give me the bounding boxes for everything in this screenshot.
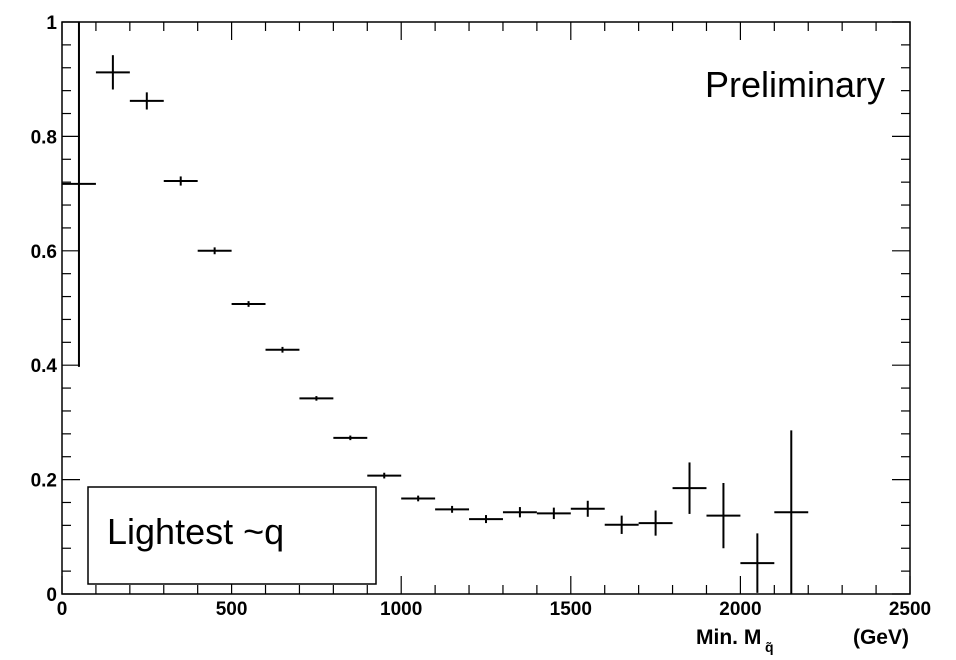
x-tick-label: 1500 bbox=[550, 599, 592, 620]
x-tick-label: 1000 bbox=[380, 599, 422, 620]
x-axis-title-unit: (GeV) bbox=[853, 626, 909, 649]
annotation-box: Lightest ~q bbox=[87, 486, 377, 585]
data-point bbox=[265, 346, 300, 353]
data-point bbox=[197, 247, 232, 255]
y-tick-label: 0.6 bbox=[31, 242, 57, 263]
data-point bbox=[469, 515, 503, 524]
data-point bbox=[740, 533, 775, 593]
axis-ticks bbox=[61, 21, 911, 595]
y-tick-label: 0.2 bbox=[31, 471, 57, 492]
data-point bbox=[299, 396, 334, 401]
data-point bbox=[129, 92, 164, 110]
data-point bbox=[163, 176, 198, 186]
x-tick-label: 2000 bbox=[719, 599, 761, 620]
data-point bbox=[638, 510, 673, 536]
data-point bbox=[604, 515, 639, 534]
data-point bbox=[502, 507, 537, 518]
data-point bbox=[231, 301, 266, 307]
x-axis-title-subscript: q̃ bbox=[765, 639, 774, 655]
data-point bbox=[774, 430, 809, 594]
data-point bbox=[367, 472, 402, 479]
tick-labels: 0 500 1000 1500 2000 2500 0 0.2 0.4 0.6 0.8 1 bbox=[31, 13, 932, 620]
y-tick-label: 1 bbox=[46, 13, 57, 34]
y-tick-label: 0.8 bbox=[31, 127, 57, 148]
data-point bbox=[435, 505, 470, 513]
data-point bbox=[570, 500, 605, 517]
x-tick-label: 500 bbox=[216, 599, 248, 620]
annotation-text: Lightest ~q bbox=[107, 511, 284, 552]
data-point bbox=[536, 507, 571, 520]
data-point bbox=[62, 22, 96, 367]
annotation-frame bbox=[87, 486, 377, 585]
x-axis-title-main: Min. M bbox=[696, 626, 761, 649]
data-point bbox=[95, 55, 130, 90]
x-tick-label: 2500 bbox=[889, 599, 931, 620]
x-axis-title: Min. M q̃ (GeV) bbox=[696, 626, 909, 655]
x-tick-label: 0 bbox=[57, 599, 68, 620]
y-tick-label: 0 bbox=[46, 585, 57, 606]
y-tick-label: 0.4 bbox=[31, 356, 58, 377]
plot-frame bbox=[61, 21, 911, 595]
data-point bbox=[672, 462, 707, 514]
preliminary-label: Preliminary bbox=[705, 64, 885, 105]
data-point bbox=[333, 435, 368, 441]
data-point bbox=[706, 483, 741, 549]
data-point bbox=[401, 495, 436, 502]
data-points bbox=[62, 22, 809, 594]
